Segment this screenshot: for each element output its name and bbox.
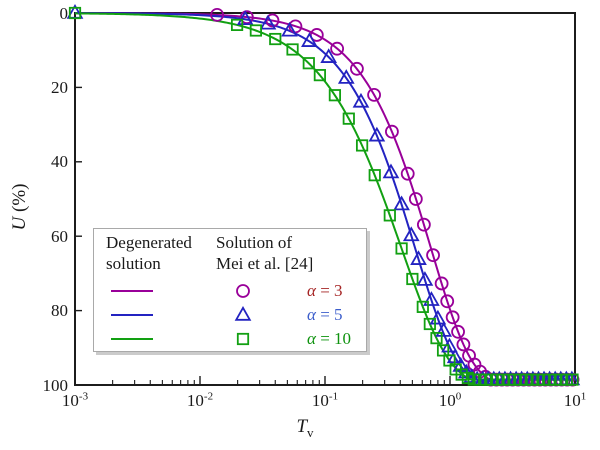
- legend-line-alpha10: [111, 338, 153, 341]
- circle-marker: [408, 192, 423, 206]
- circle-marker: [385, 124, 399, 139]
- square-marker: [68, 6, 82, 20]
- plot-frame: [74, 12, 576, 386]
- legend-label-alpha3: α = 3: [307, 281, 343, 300]
- y-tick-label: 80: [51, 301, 68, 321]
- triangle-marker: [337, 69, 355, 84]
- circle-marker: [434, 276, 449, 291]
- triangle-marker: [236, 10, 254, 26]
- legend-line-alpha3: [111, 290, 153, 293]
- square-marker: [355, 139, 369, 152]
- legend-line-alpha5: [111, 314, 153, 317]
- square-marker: [455, 368, 468, 381]
- circle-marker: [416, 217, 431, 232]
- triangle-marker: [281, 21, 298, 37]
- square-marker: [249, 24, 262, 37]
- square-marker: [436, 344, 450, 357]
- square-marker: [269, 32, 282, 46]
- triangle-marker: [259, 14, 277, 30]
- square-marker: [286, 43, 299, 56]
- y-tick-label: 0: [59, 3, 69, 23]
- square-marker: [368, 169, 381, 182]
- circle-marker: [451, 324, 465, 339]
- triangle-marker: [416, 271, 434, 286]
- square-marker: [406, 272, 419, 286]
- triangle-marker: [301, 32, 318, 47]
- triangle-marker: [435, 322, 453, 337]
- x-tick-label: 10-2: [186, 390, 214, 410]
- legend-marker-column-title: Solution of Mei et al. [24]: [216, 233, 314, 273]
- square-marker: [395, 242, 408, 255]
- circle-marker: [367, 87, 381, 102]
- x-axis-title: Tv: [296, 416, 313, 441]
- legend-square-marker-icon: [236, 332, 250, 346]
- square-marker: [328, 89, 341, 102]
- x-tick-label: 10-3: [61, 390, 89, 410]
- legend-circle-marker-icon: [236, 284, 250, 298]
- circle-marker: [426, 248, 440, 263]
- triangle-marker: [402, 226, 420, 242]
- square-marker: [416, 300, 429, 313]
- y-axis-unit: (%): [9, 183, 30, 217]
- triangle-marker: [423, 291, 440, 306]
- circle-marker: [330, 41, 345, 56]
- square-marker: [230, 18, 244, 32]
- triangle-marker: [393, 195, 410, 211]
- triangle-marker: [429, 309, 447, 325]
- y-tick-label: 100: [42, 375, 69, 395]
- square-marker: [236, 332, 250, 346]
- legend-label-alpha10: α = 10: [307, 329, 352, 348]
- circle-marker: [210, 7, 224, 22]
- circle-marker: [239, 10, 254, 24]
- triangle-marker: [234, 306, 252, 321]
- square-marker: [430, 332, 443, 345]
- y-tick-label: 40: [51, 152, 68, 172]
- square-marker: [302, 57, 315, 70]
- square-marker: [313, 69, 326, 82]
- square-marker: [423, 317, 436, 331]
- circle-marker: [456, 337, 471, 352]
- circle-marker: [445, 310, 460, 325]
- triangle-marker: [382, 163, 400, 179]
- triangle-marker: [352, 92, 370, 108]
- x-tick-label: 10-1: [311, 390, 339, 410]
- x-tick-label: 101: [563, 390, 587, 410]
- circle-marker: [440, 294, 455, 309]
- triangle-marker: [368, 126, 386, 142]
- legend-triangle-marker-icon: [234, 306, 252, 321]
- x-axis-subscript: v: [307, 424, 314, 440]
- triangle-marker: [410, 250, 427, 265]
- triangle-marker: [320, 48, 338, 63]
- y-tick-label: 20: [51, 77, 68, 97]
- legend-label-alpha5: α = 5: [307, 305, 343, 324]
- square-marker: [342, 112, 355, 125]
- legend-box: Degenerated solution Solution of Mei et …: [93, 228, 367, 352]
- circle-marker: [350, 61, 364, 76]
- square-marker: [566, 373, 579, 386]
- y-axis-title: U (%): [9, 184, 31, 231]
- circle-marker: [400, 166, 415, 181]
- square-marker: [383, 209, 396, 222]
- circle-marker: [236, 284, 250, 298]
- y-tick-label: 60: [51, 226, 68, 246]
- square-marker: [443, 354, 456, 367]
- x-axis-variable: T: [296, 416, 308, 437]
- x-tick-label: 100: [438, 390, 462, 410]
- legend-line-column-title: Degenerated solution: [106, 233, 192, 273]
